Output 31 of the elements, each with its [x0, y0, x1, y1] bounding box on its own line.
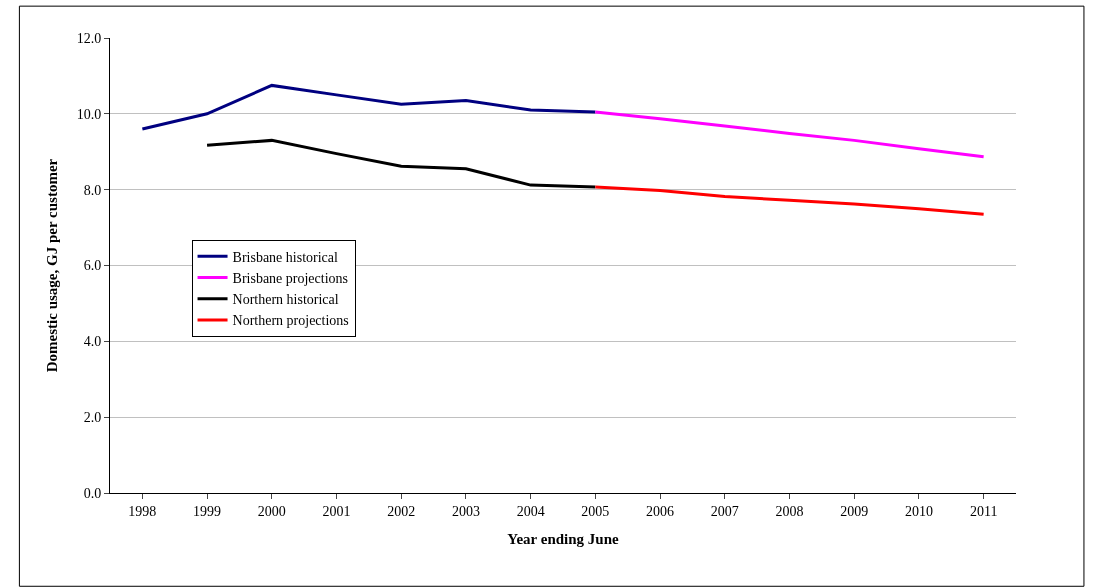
x-tick-label: 2005: [581, 503, 610, 519]
x-tick-label: 2003: [451, 503, 480, 519]
x-tick-label: 2004: [516, 503, 545, 519]
x-tick-label: 1998: [128, 503, 157, 519]
y-tick-label: 0.0: [83, 485, 102, 501]
legend-label: Brisbane historical: [232, 249, 339, 265]
legend-label: Brisbane projections: [232, 271, 349, 287]
line-series: [140, 83, 597, 131]
x-tick-label: 2000: [257, 503, 286, 519]
x-tick-label: 1999: [193, 503, 222, 519]
x-tick-label: 2011: [969, 503, 998, 519]
y-tick-label: 12.0: [76, 30, 102, 46]
legend-label: Northern projections: [232, 313, 349, 329]
x-tick-label: 2002: [387, 503, 416, 519]
x-tick-label: 2007: [710, 503, 739, 519]
line-series: [593, 185, 986, 216]
x-tick-label: 2006: [646, 503, 675, 519]
x-tick-label: 2001: [322, 503, 351, 519]
y-tick-label: 10.0: [76, 106, 102, 122]
legend-label: Northern historical: [232, 292, 339, 308]
x-tick-label: 2008: [775, 503, 804, 519]
line-series: [593, 110, 986, 159]
x-tick-label: 2009: [840, 503, 869, 519]
line-series: [205, 138, 597, 189]
y-tick-label: 6.0: [83, 258, 102, 274]
x-axis-title: Year ending June: [507, 530, 620, 547]
y-tick-label: 4.0: [83, 334, 102, 350]
x-tick-label: 2010: [904, 503, 933, 519]
y-axis-title: Domestic usage, GJ per customer: [43, 158, 60, 373]
y-tick-label: 8.0: [83, 182, 102, 198]
y-tick-label: 2.0: [83, 410, 102, 426]
